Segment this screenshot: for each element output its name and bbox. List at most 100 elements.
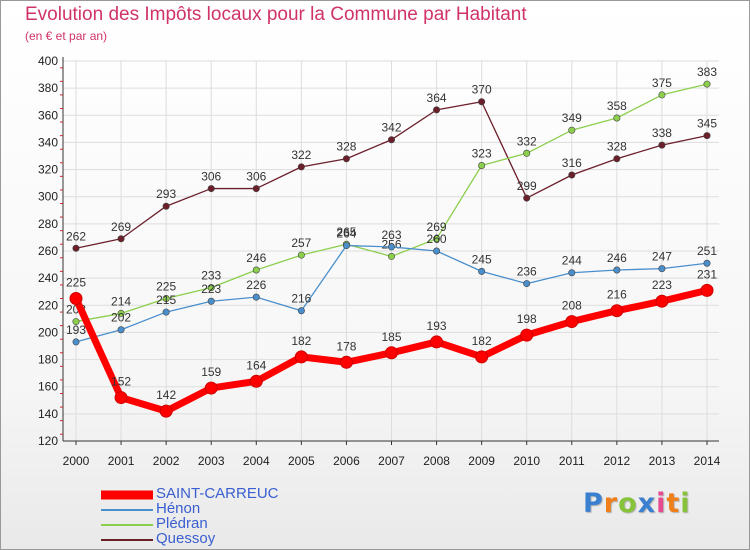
data-point: [430, 335, 444, 349]
logo-letter: x: [637, 488, 657, 519]
legend-swatch: [101, 490, 153, 499]
data-label: 323: [472, 147, 492, 161]
logo-letter: P: [583, 488, 604, 519]
data-label: 299: [517, 179, 537, 193]
data-point: [613, 155, 621, 163]
data-point: [297, 307, 305, 315]
data-label: 269: [111, 220, 131, 234]
data-label: 265: [336, 225, 356, 239]
data-point: [703, 132, 711, 140]
logo-letter: o: [618, 488, 638, 519]
data-label: 193: [427, 319, 447, 333]
x-tick-label: 2007: [378, 454, 405, 468]
x-tick-label: 2004: [243, 454, 270, 468]
data-point: [385, 346, 398, 360]
data-point: [565, 315, 579, 329]
legend-label: SAINT-CARREUC: [156, 485, 279, 502]
legend-swatch: [101, 523, 153, 526]
data-label: 226: [246, 278, 266, 292]
data-point: [297, 163, 305, 171]
y-tick-label: 200: [38, 325, 58, 339]
data-point: [342, 242, 350, 250]
x-tick-label: 2001: [108, 454, 135, 468]
data-point: [703, 80, 711, 88]
data-label: 328: [336, 140, 356, 154]
data-label: 214: [111, 294, 131, 308]
y-tick-label: 240: [38, 271, 58, 285]
data-point: [478, 98, 486, 106]
data-label: 338: [652, 126, 672, 140]
data-point: [568, 126, 576, 134]
y-tick-label: 400: [38, 54, 58, 68]
data-point: [249, 374, 263, 388]
data-label: 383: [697, 65, 717, 79]
data-point: [610, 304, 624, 318]
data-point: [523, 149, 531, 157]
legend-label: Hénon: [156, 500, 201, 517]
data-point: [114, 391, 128, 405]
data-label: 245: [472, 252, 492, 266]
y-tick-label: 140: [38, 407, 58, 421]
x-tick-label: 2006: [333, 454, 360, 468]
data-label: 236: [517, 265, 537, 279]
y-tick-label: 180: [38, 353, 58, 367]
y-tick-label: 280: [38, 217, 58, 231]
data-label: 328: [607, 140, 627, 154]
data-label: 216: [607, 288, 627, 302]
data-point: [700, 283, 714, 297]
data-point: [475, 350, 489, 364]
proxiti-logo: Proxiti: [583, 488, 691, 519]
data-point: [252, 185, 260, 193]
data-label: 225: [66, 276, 86, 290]
y-tick-label: 320: [38, 163, 58, 177]
chart-subtitle: (en € et par an): [25, 29, 108, 43]
data-point: [478, 267, 486, 275]
data-point: [658, 265, 666, 273]
data-label: 164: [246, 358, 266, 372]
data-label: 264: [336, 227, 356, 241]
data-label: 345: [697, 117, 717, 131]
x-tick-label: 2014: [694, 454, 721, 468]
data-point: [433, 106, 441, 114]
data-point: [568, 171, 576, 179]
data-label: 269: [427, 220, 447, 234]
data-label: 251: [697, 244, 717, 258]
data-point: [204, 381, 218, 395]
legend-swatch: [101, 538, 153, 541]
data-point: [433, 235, 441, 243]
data-label: 257: [291, 236, 311, 250]
logo-letter: t: [666, 488, 681, 519]
x-tick-label: 2011: [559, 454, 585, 468]
data-label: 342: [381, 121, 401, 135]
data-label: 246: [607, 251, 627, 265]
data-point: [342, 155, 350, 163]
data-point: [72, 338, 80, 346]
x-tick-label: 2009: [468, 454, 495, 468]
data-label: 246: [246, 251, 266, 265]
data-point: [207, 185, 215, 193]
data-label: 152: [111, 375, 131, 389]
data-point: [117, 235, 125, 243]
data-label: 233: [201, 269, 221, 283]
y-tick-label: 260: [38, 244, 58, 258]
data-label: 316: [562, 156, 582, 170]
x-tick-label: 2003: [198, 454, 225, 468]
data-label: 306: [201, 170, 221, 184]
legend-label: Plédran: [156, 515, 208, 532]
data-label: 142: [156, 388, 176, 402]
data-point: [703, 259, 711, 267]
data-point: [162, 294, 170, 302]
data-point: [520, 328, 534, 342]
data-label: 193: [66, 323, 86, 337]
x-tick-label: 2002: [153, 454, 180, 468]
logo-letter: r: [603, 488, 619, 519]
chart-title: Evolution des Impôts locaux pour la Comm…: [25, 4, 527, 25]
legend-label: Quessoy: [156, 530, 216, 547]
data-point: [339, 355, 353, 369]
data-label: 260: [427, 232, 447, 246]
data-label: 358: [607, 99, 627, 113]
logo-letter: i: [680, 488, 691, 519]
data-point: [387, 252, 395, 260]
